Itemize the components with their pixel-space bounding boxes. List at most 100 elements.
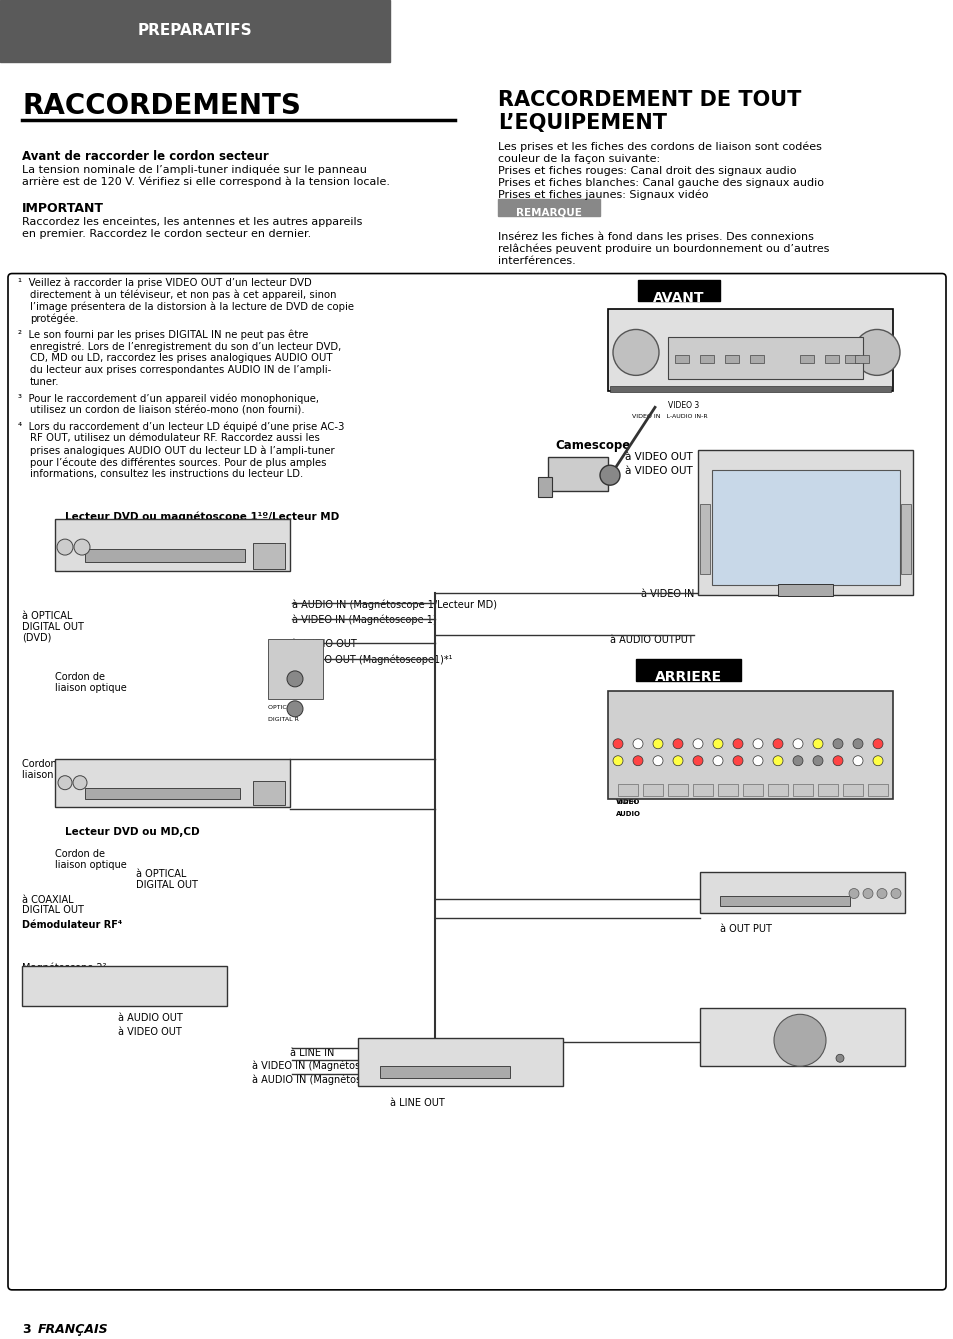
Text: 3: 3 <box>22 1323 30 1336</box>
Bar <box>867 783 887 795</box>
Circle shape <box>633 739 642 749</box>
Bar <box>900 505 910 574</box>
Text: cassette: cassette <box>357 1065 408 1074</box>
Circle shape <box>832 755 842 766</box>
Text: pour l’écoute des différentes sources. Pour de plus amples: pour l’écoute des différentes sources. P… <box>30 457 326 467</box>
Bar <box>55 759 290 806</box>
Circle shape <box>692 755 702 766</box>
Text: SIGNAL
EARTH: SIGNAL EARTH <box>616 794 639 806</box>
Circle shape <box>57 540 73 556</box>
Text: Lecteur CD: Lecteur CD <box>718 884 794 897</box>
Text: Platine: Platine <box>357 1052 399 1062</box>
Text: Cordon de: Cordon de <box>55 672 105 682</box>
Bar <box>638 280 720 301</box>
Text: ARRIERE: ARRIERE <box>655 670 721 684</box>
Text: liaison optique: liaison optique <box>55 860 127 869</box>
Text: RACCORDEMENT DE TOUT: RACCORDEMENT DE TOUT <box>497 90 801 110</box>
Circle shape <box>876 889 886 898</box>
Text: tuner.: tuner. <box>30 378 59 387</box>
Text: OPTICAL L: OPTICAL L <box>268 704 299 710</box>
Text: Téléviseur: Téléviseur <box>718 511 788 524</box>
Circle shape <box>58 775 71 790</box>
Bar <box>854 355 868 363</box>
Text: DIGITAL OUT: DIGITAL OUT <box>22 623 84 632</box>
Text: liaison optique: liaison optique <box>55 683 127 692</box>
Circle shape <box>73 775 87 790</box>
Text: ¹  Veillez à raccorder la prise VIDEO OUT d’un lecteur DVD: ¹ Veillez à raccorder la prise VIDEO OUT… <box>18 277 312 288</box>
Text: utilisez un cordon de liaison stéréo-mono (non fourni).: utilisez un cordon de liaison stéréo-mon… <box>30 406 304 415</box>
Text: DIGITAL OUT: DIGITAL OUT <box>136 880 197 889</box>
Circle shape <box>633 755 642 766</box>
Text: à LINE OUT: à LINE OUT <box>390 1098 444 1109</box>
Circle shape <box>852 755 862 766</box>
Text: Magnétoscope 2²: Magnétoscope 2² <box>22 963 107 973</box>
Bar <box>607 309 892 391</box>
Text: Raccordez les enceintes, les antennes et les autres appareils: Raccordez les enceintes, les antennes et… <box>22 217 362 226</box>
Text: à AUDIO IN (Magnétoscope 2): à AUDIO IN (Magnétoscope 2) <box>252 1074 397 1085</box>
Text: Prises et fiches jaunes: Signaux vidéo: Prises et fiches jaunes: Signaux vidéo <box>497 190 708 201</box>
Text: à OPTICAL: à OPTICAL <box>136 869 186 878</box>
Bar <box>253 544 285 569</box>
Bar <box>55 520 290 570</box>
Circle shape <box>848 889 858 898</box>
Bar <box>792 783 812 795</box>
Circle shape <box>613 739 622 749</box>
Text: prises analogiques AUDIO OUT du lecteur LD à l’ampli-tuner: prises analogiques AUDIO OUT du lecteur … <box>30 446 335 455</box>
Circle shape <box>74 540 90 556</box>
Circle shape <box>862 889 872 898</box>
Circle shape <box>672 755 682 766</box>
Circle shape <box>752 755 762 766</box>
Text: ³  Pour le raccordement d’un appareil vidéo monophonique,: ³ Pour le raccordement d’un appareil vid… <box>18 394 318 404</box>
Circle shape <box>853 329 899 375</box>
Text: à AUDIO OUT: à AUDIO OUT <box>118 1014 183 1023</box>
Bar <box>268 639 323 699</box>
Text: VIDEO: VIDEO <box>616 798 639 805</box>
Text: VIDEO IN   L-AUDIO IN-R: VIDEO IN L-AUDIO IN-R <box>631 414 707 419</box>
Bar <box>800 355 813 363</box>
Circle shape <box>732 755 742 766</box>
Text: à LINE IN: à LINE IN <box>290 1048 334 1058</box>
Bar <box>253 781 285 805</box>
Text: à VIDEO IN: à VIDEO IN <box>640 589 693 599</box>
Bar <box>700 355 713 363</box>
Text: à OUT PUT: à OUT PUT <box>720 924 771 935</box>
Bar <box>85 787 240 798</box>
Text: à OPTICAL: à OPTICAL <box>22 611 72 621</box>
Bar <box>357 1038 562 1086</box>
Text: à AUDIO OUT: à AUDIO OUT <box>292 639 356 649</box>
Text: REMARQUE: REMARQUE <box>516 208 581 218</box>
Bar <box>537 477 552 497</box>
Text: COAXIAL L: COAXIAL L <box>268 679 300 684</box>
Circle shape <box>812 739 822 749</box>
Text: l’image présentera de la distorsion à la lecture de DVD de copie: l’image présentera de la distorsion à la… <box>30 301 354 312</box>
Text: AVANT: AVANT <box>653 291 704 304</box>
Text: à VIDEO OUT: à VIDEO OUT <box>624 466 692 477</box>
Bar <box>667 337 862 379</box>
Bar <box>749 355 763 363</box>
Text: FRANÇAIS: FRANÇAIS <box>38 1323 109 1336</box>
Text: en premier. Raccordez le cordon secteur en dernier.: en premier. Raccordez le cordon secteur … <box>22 229 311 238</box>
Text: AUDIO: AUDIO <box>616 810 640 817</box>
Text: à AUDIO OUTPUT: à AUDIO OUTPUT <box>610 635 693 645</box>
Bar <box>817 783 837 795</box>
Text: Tourne-disque: Tourne-disque <box>718 1015 817 1027</box>
Text: couleur de la façon suivante:: couleur de la façon suivante: <box>497 154 659 163</box>
Text: informations, consultez les instructions du lecteur LD.: informations, consultez les instructions… <box>30 469 303 479</box>
Circle shape <box>773 1015 825 1066</box>
Bar <box>497 198 599 216</box>
Bar <box>636 659 740 680</box>
Text: RF OUT, utilisez un démodulateur RF. Raccordez aussi les: RF OUT, utilisez un démodulateur RF. Rac… <box>30 434 319 443</box>
Bar <box>700 872 904 913</box>
Bar <box>642 783 662 795</box>
Bar <box>724 355 739 363</box>
Bar <box>0 0 390 62</box>
Text: DIGITAL R: DIGITAL R <box>268 691 298 696</box>
Bar <box>22 967 227 1007</box>
Bar <box>718 783 738 795</box>
Text: Les prises et les fiches des cordons de liaison sont codées: Les prises et les fiches des cordons de … <box>497 142 821 153</box>
Text: Démodulateur RF⁴: Démodulateur RF⁴ <box>22 920 122 931</box>
Circle shape <box>692 739 702 749</box>
Text: Télévision câblée: Télévision câblée <box>22 984 105 995</box>
Circle shape <box>672 739 682 749</box>
Bar <box>844 355 858 363</box>
